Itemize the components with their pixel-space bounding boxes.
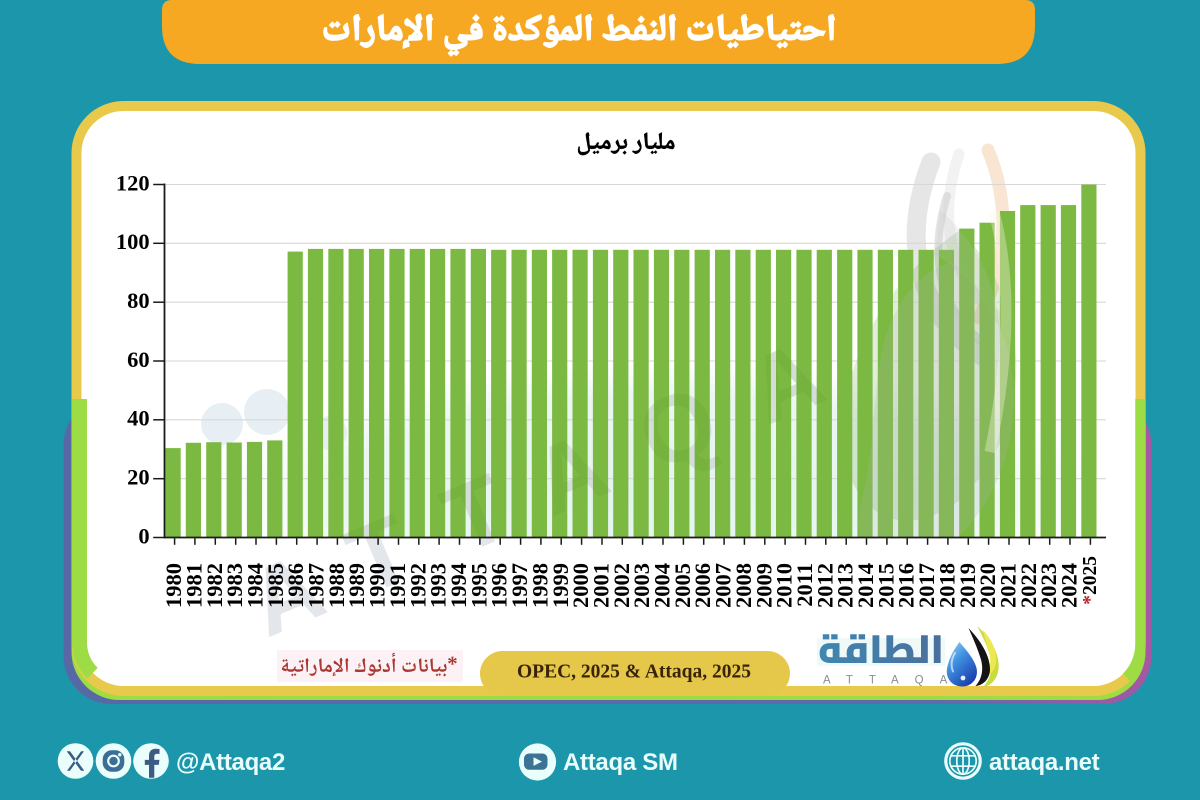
svg-text:1988: 1988	[324, 563, 349, 608]
svg-text:1997: 1997	[507, 563, 532, 608]
svg-text:Attaqa SM: Attaqa SM	[563, 749, 678, 776]
svg-text:2021: 2021	[996, 563, 1021, 608]
svg-text:1998: 1998	[527, 563, 552, 608]
svg-text:1996: 1996	[487, 563, 512, 608]
svg-text:2016: 2016	[894, 563, 919, 608]
svg-text:2002: 2002	[609, 563, 634, 608]
svg-text:2008: 2008	[731, 563, 756, 608]
svg-text:2009: 2009	[751, 563, 776, 608]
svg-text:1990: 1990	[365, 563, 390, 608]
svg-text:2023: 2023	[1036, 563, 1061, 608]
svg-text:1991: 1991	[385, 563, 410, 608]
svg-text:2011: 2011	[792, 563, 817, 607]
svg-text:2018: 2018	[934, 563, 959, 608]
svg-text:2004: 2004	[650, 563, 675, 608]
svg-text:OPEC, 2025 & Attaqa, 2025: OPEC, 2025 & Attaqa, 2025	[517, 662, 751, 683]
svg-text:1981: 1981	[181, 563, 206, 608]
svg-text:80: 80	[127, 288, 150, 313]
svg-text:1986: 1986	[283, 563, 308, 608]
svg-text:1989: 1989	[344, 563, 369, 608]
svg-text:20: 20	[127, 465, 150, 490]
svg-text:2015: 2015	[873, 563, 898, 608]
svg-text:2022: 2022	[1016, 563, 1041, 608]
svg-text:2007: 2007	[711, 563, 736, 608]
svg-text:2017: 2017	[914, 563, 939, 608]
svg-text:1980: 1980	[161, 563, 186, 608]
svg-text:2006: 2006	[690, 563, 715, 608]
svg-text:2012: 2012	[812, 563, 837, 608]
svg-text:2010: 2010	[772, 563, 797, 608]
svg-text:2000: 2000	[568, 563, 593, 608]
svg-text:1985: 1985	[263, 563, 288, 608]
svg-text:1993: 1993	[426, 563, 451, 608]
svg-text:1984: 1984	[243, 563, 268, 608]
svg-text:60: 60	[127, 347, 150, 372]
svg-text:120: 120	[116, 170, 150, 195]
svg-text:40: 40	[127, 406, 150, 431]
svg-text:1999: 1999	[548, 563, 573, 608]
svg-text:2019: 2019	[955, 563, 980, 608]
svg-text:2020: 2020	[975, 563, 1000, 608]
svg-text:2014: 2014	[853, 563, 878, 608]
svg-text:100: 100	[116, 229, 150, 254]
svg-text:1983: 1983	[222, 563, 247, 608]
svg-text:2003: 2003	[629, 563, 654, 608]
svg-text:1994: 1994	[446, 563, 471, 608]
svg-text:1982: 1982	[202, 563, 227, 608]
svg-text:@Attaqa2: @Attaqa2	[176, 749, 285, 776]
svg-text:1995: 1995	[466, 563, 491, 608]
svg-text:2005: 2005	[670, 563, 695, 608]
svg-text:ATTAQA: ATTAQA	[823, 675, 963, 687]
svg-text:attaqa.net: attaqa.net	[989, 749, 1100, 776]
svg-text:*2025: *2025	[1080, 556, 1101, 605]
svg-text:2024: 2024	[1057, 563, 1082, 608]
svg-text:2001: 2001	[589, 563, 614, 608]
svg-text:1992: 1992	[405, 563, 430, 608]
svg-text:2013: 2013	[833, 563, 858, 608]
svg-text:0: 0	[138, 523, 149, 548]
svg-text:1987: 1987	[304, 563, 329, 608]
